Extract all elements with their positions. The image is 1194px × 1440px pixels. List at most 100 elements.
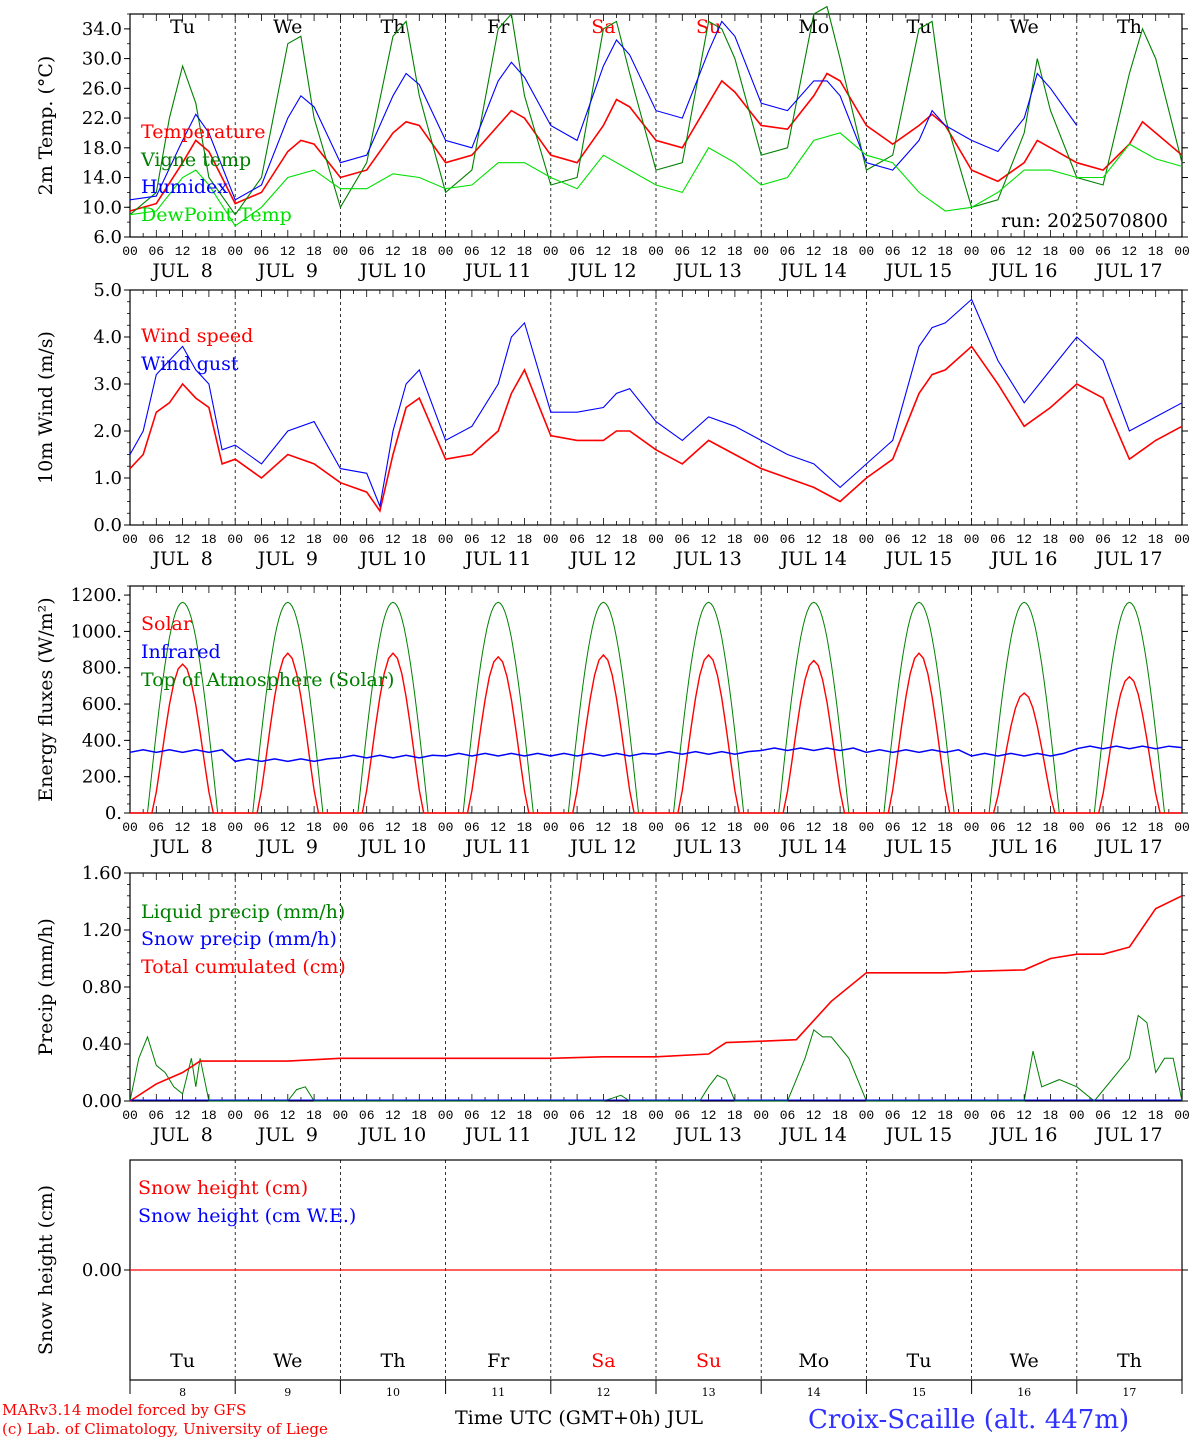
hour-tick-label: 18 bbox=[1043, 244, 1059, 259]
hour-tick-label: 06 bbox=[359, 532, 375, 547]
weekday-label: Th bbox=[381, 1350, 406, 1372]
weekday-label: Th bbox=[381, 16, 406, 38]
day-number-label: 9 bbox=[284, 1386, 291, 1399]
panel-1: 00 06 12 18 00 06 12 18 00 06 12 18 00 06 12 18 00 06 12 18… bbox=[35, 5, 1190, 282]
hour-tick-label: 18 bbox=[1148, 1108, 1164, 1123]
hour-tick-label: 12 bbox=[280, 532, 296, 547]
date-label: JUL 9 bbox=[256, 836, 318, 858]
hour-tick-label: 00 bbox=[1174, 244, 1190, 259]
date-label: JUL 17 bbox=[1094, 260, 1162, 282]
day-number-label: 13 bbox=[702, 1386, 716, 1399]
date-label: JUL 9 bbox=[256, 1124, 318, 1146]
hour-tick-label: 12 bbox=[280, 244, 296, 259]
y-tick-label: 1200. bbox=[70, 585, 122, 606]
hour-tick-label: 00 bbox=[122, 820, 138, 835]
hour-tick-label: 18 bbox=[937, 820, 953, 835]
hour-tick-label: 12 bbox=[1122, 820, 1138, 835]
hour-tick-label: 18 bbox=[622, 244, 638, 259]
hour-tick-label: 00 bbox=[859, 532, 875, 547]
hour-tick-label: 06 bbox=[569, 532, 585, 547]
hour-tick-label: 00 bbox=[438, 244, 454, 259]
date-label: JUL 12 bbox=[568, 1124, 636, 1146]
y-tick-label: 22.0 bbox=[82, 108, 122, 129]
hour-tick-label: 18 bbox=[411, 1108, 427, 1123]
weekday-label: Sa bbox=[591, 1350, 615, 1372]
hour-tick-label: 18 bbox=[727, 1108, 743, 1123]
hour-tick-label: 00 bbox=[333, 1108, 349, 1123]
hour-tick-label: 06 bbox=[1095, 820, 1111, 835]
day-number-label: 12 bbox=[596, 1386, 610, 1399]
hour-tick-label: 00 bbox=[122, 244, 138, 259]
y-tick-label: 0.00 bbox=[82, 1260, 122, 1281]
series-line bbox=[129, 132, 1183, 227]
hour-tick-label: 06 bbox=[359, 1108, 375, 1123]
hour-tick-label: 18 bbox=[201, 244, 217, 259]
panel-5: 8 9 10 11 12 13 14 15 16 17 0.00 Snow height (cm) Tu… bbox=[35, 1159, 1188, 1399]
series-line bbox=[130, 652, 1182, 814]
date-label: JUL 13 bbox=[673, 1124, 741, 1146]
legend-entry: Liquid precip (mm/h) bbox=[141, 901, 345, 923]
hour-tick-label: 00 bbox=[543, 532, 559, 547]
hour-tick-label: 18 bbox=[727, 820, 743, 835]
hour-tick-label: 12 bbox=[1016, 820, 1032, 835]
y-tick-label: 0.40 bbox=[82, 1034, 122, 1055]
hour-tick-label: 12 bbox=[806, 532, 822, 547]
y-tick-label: 3.0 bbox=[93, 374, 122, 395]
hour-tick-label: 06 bbox=[464, 1108, 480, 1123]
hour-tick-label: 18 bbox=[622, 820, 638, 835]
hour-tick-label: 12 bbox=[596, 244, 612, 259]
weekday-label: We bbox=[273, 1350, 302, 1372]
legend-entry: Snow height (cm W.E.) bbox=[138, 1205, 356, 1227]
date-label: JUL 8 bbox=[150, 836, 212, 858]
y-tick-label: 30.0 bbox=[82, 49, 122, 70]
hour-tick-label: 18 bbox=[306, 532, 322, 547]
hour-tick-label: 12 bbox=[1122, 1108, 1138, 1123]
hour-tick-label: 06 bbox=[990, 820, 1006, 835]
hour-tick-label: 18 bbox=[832, 820, 848, 835]
hour-tick-label: 06 bbox=[1095, 532, 1111, 547]
hour-tick-label: 06 bbox=[569, 244, 585, 259]
legend-entry: Solar bbox=[141, 613, 193, 635]
legend-entry: Infrared bbox=[141, 641, 221, 663]
hour-tick-label: 00 bbox=[648, 244, 664, 259]
hour-tick-label: 12 bbox=[490, 244, 506, 259]
hour-tick-label: 12 bbox=[911, 244, 927, 259]
hour-tick-label: 18 bbox=[411, 820, 427, 835]
hour-tick-label: 18 bbox=[201, 532, 217, 547]
hour-tick-label: 00 bbox=[227, 1108, 243, 1123]
hour-tick-label: 12 bbox=[1016, 244, 1032, 259]
weekday-label: Fr bbox=[487, 1350, 510, 1372]
weekday-label: Th bbox=[1117, 1350, 1142, 1372]
hour-tick-label: 12 bbox=[385, 532, 401, 547]
date-label: JUL 12 bbox=[568, 836, 636, 858]
hour-tick-label: 00 bbox=[333, 532, 349, 547]
legend-entry: Humidex bbox=[141, 176, 228, 198]
hour-tick-label: 12 bbox=[490, 820, 506, 835]
legend-entry: Wind gust bbox=[141, 353, 239, 375]
y-tick-label: 10.0 bbox=[82, 197, 122, 218]
date-label: JUL 12 bbox=[568, 548, 636, 570]
series-line bbox=[129, 1014, 1183, 1102]
y-tick-label: 34.0 bbox=[82, 19, 122, 40]
date-label: JUL 8 bbox=[150, 548, 212, 570]
date-label: JUL 16 bbox=[989, 1124, 1057, 1146]
hour-tick-label: 12 bbox=[701, 244, 717, 259]
hour-tick-label: 06 bbox=[885, 532, 901, 547]
hour-tick-label: 12 bbox=[175, 820, 191, 835]
panel-3: 00 06 12 18 00 06 12 18 00 06 12 18 00 06 12 18 00 06 12 18… bbox=[35, 585, 1190, 858]
hour-tick-label: 12 bbox=[490, 532, 506, 547]
hour-tick-label: 00 bbox=[1069, 1108, 1085, 1123]
hour-tick-label: 18 bbox=[622, 532, 638, 547]
hour-tick-label: 12 bbox=[385, 1108, 401, 1123]
hour-tick-label: 18 bbox=[1043, 1108, 1059, 1123]
hour-tick-label: 12 bbox=[175, 1108, 191, 1123]
hour-tick-label: 00 bbox=[543, 1108, 559, 1123]
hour-tick-label: 06 bbox=[674, 820, 690, 835]
hour-tick-label: 06 bbox=[254, 1108, 270, 1123]
weekday-label: We bbox=[1010, 1350, 1039, 1372]
hour-tick-label: 00 bbox=[122, 532, 138, 547]
hour-tick-label: 12 bbox=[806, 244, 822, 259]
hour-tick-label: 06 bbox=[254, 820, 270, 835]
y-tick-label: 1.60 bbox=[82, 863, 122, 884]
weekday-label: We bbox=[273, 16, 302, 38]
